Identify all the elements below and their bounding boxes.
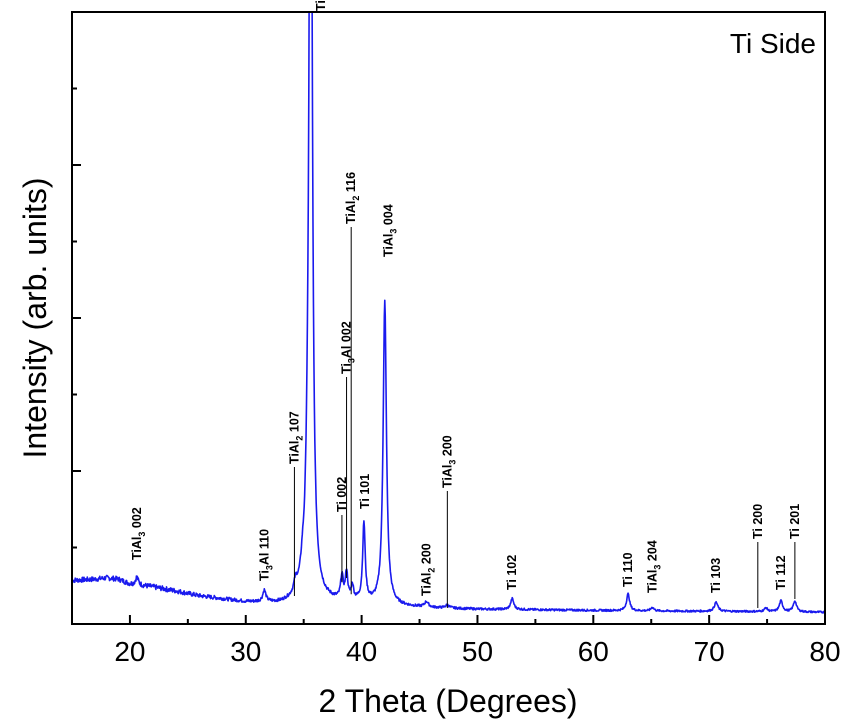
peak-label: Ti 112 <box>774 555 788 590</box>
peak-label-subscript: 3 <box>652 565 662 570</box>
data-series-line <box>72 12 825 614</box>
x-tick-label: 30 <box>230 636 261 667</box>
peak-label: Ti 200 <box>751 504 765 539</box>
peak-label-subscript: 2 <box>351 196 361 201</box>
peak-label: Ti 101 <box>358 474 372 509</box>
peak-label-subscript: 3 <box>264 565 274 570</box>
x-tick-label: 50 <box>462 636 493 667</box>
peak-label: TiAl2 107 <box>287 411 304 464</box>
peak-label-rest: 002 <box>130 507 144 531</box>
x-tick-label: 60 <box>578 636 609 667</box>
peak-label: Ti 201 <box>788 504 802 539</box>
peak-label: TiAl2 116 <box>344 172 361 224</box>
peak-annotations: TiAl3 002 Ti3Al 110 TiAl2 107 Ti 100 Ti 002 T… <box>130 0 802 608</box>
x-tick-label: 80 <box>809 636 840 667</box>
peak-label: Ti 002 <box>335 477 349 512</box>
peak-label-subscript: 2 <box>427 568 437 573</box>
peak-label: Ti3Al 002 <box>340 321 357 374</box>
plot-area <box>72 12 825 614</box>
x-tick-label: 40 <box>346 636 377 667</box>
peak-label-rest: 116 <box>344 172 358 196</box>
plot-frame <box>71 11 826 625</box>
peak-label: Ti 100 <box>314 0 328 11</box>
peak-label: TiAl3 200 <box>440 435 457 488</box>
peak-label: TiAl3 004 <box>381 204 398 257</box>
peak-label-rest: 204 <box>645 540 659 564</box>
peak-label-rest: 004 <box>381 204 395 228</box>
peak-label-rest: Al 110 <box>257 529 271 565</box>
panel-label: Ti Side <box>730 28 816 59</box>
x-axis-title: 2 Theta (Degrees) <box>318 683 577 719</box>
peak-label: Ti 110 <box>621 552 635 587</box>
peak-label-subscript: 3 <box>388 229 398 234</box>
peak-label-rest: 200 <box>440 435 454 459</box>
peak-label: TiAl2 200 <box>420 543 437 596</box>
peak-label: TiAl3 002 <box>130 507 147 560</box>
peak-label-subscript: 3 <box>137 532 147 537</box>
x-tick-label: 20 <box>114 636 145 667</box>
x-tick-label: 70 <box>694 636 725 667</box>
peak-label: Ti 102 <box>505 555 519 590</box>
peak-label-rest: Al 002 <box>340 321 354 358</box>
y-axis-title: Intensity (arb. units) <box>17 178 53 459</box>
peak-label-rest: 107 <box>287 411 301 435</box>
peak-label-rest: 200 <box>420 543 434 567</box>
peak-label: Ti3Al 110 <box>257 529 274 581</box>
peak-label: Ti 103 <box>709 558 723 593</box>
peak-label: TiAl3 204 <box>645 540 662 593</box>
axis-ticks: 20 30 40 50 60 70 80 <box>71 87 841 667</box>
peak-label-subscript: 2 <box>294 436 304 441</box>
peak-label-subscript: 3 <box>447 460 457 465</box>
